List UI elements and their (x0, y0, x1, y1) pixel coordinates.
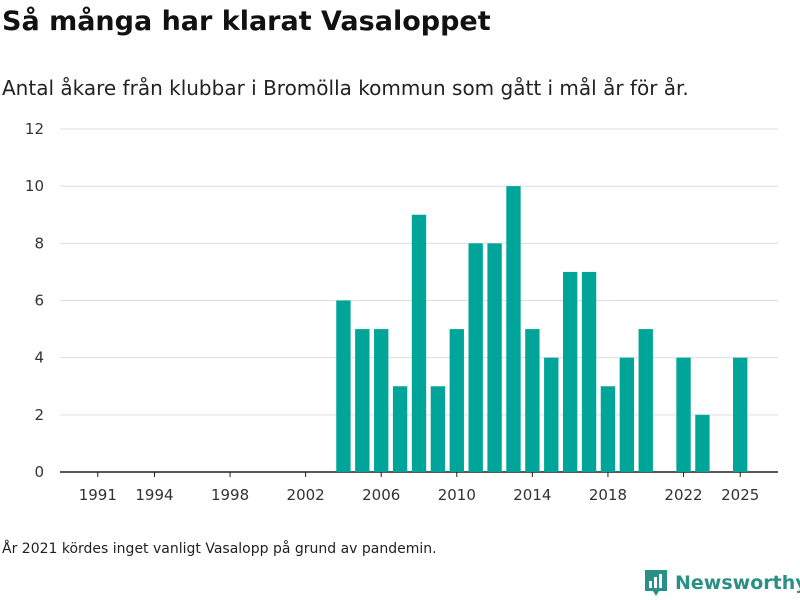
bar-2009 (430, 386, 446, 472)
bar-2004 (336, 300, 351, 472)
bar-2023 (695, 414, 710, 472)
bar-2013 (506, 186, 521, 472)
y-tick-label: 2 (34, 406, 44, 424)
x-tick-label: 2010 (438, 486, 476, 504)
bar-2011 (468, 243, 483, 472)
x-tick-label: 2006 (362, 486, 400, 504)
bar-2005 (355, 329, 370, 472)
bar-2016 (562, 271, 578, 472)
y-tick-label: 6 (34, 292, 44, 310)
bar-2014 (525, 329, 540, 472)
bar-2019 (619, 357, 635, 472)
bar-2012 (487, 243, 502, 472)
x-tick-label: 2014 (513, 486, 551, 504)
bar-2007 (392, 386, 408, 472)
x-tick-label: 2002 (287, 486, 325, 504)
y-tick-label: 4 (34, 349, 44, 367)
y-tick-label: 10 (25, 177, 44, 195)
chart-subtitle: Antal åkare från klubbar i Bromölla komm… (2, 76, 689, 100)
chart-title: Så många har klarat Vasaloppet (2, 6, 491, 37)
footnote: År 2021 kördes inget vanligt Vasalopp på… (2, 541, 437, 557)
brand-name: Newsworthy (675, 572, 800, 594)
y-tick-label: 0 (34, 463, 44, 481)
y-tick-label: 8 (34, 234, 44, 252)
bar-2010 (449, 329, 464, 472)
x-tick-label: 2022 (664, 486, 702, 504)
brand-logo: Newsworthy (643, 568, 800, 598)
bar-chart: 0 2 4 6 8 10 12 1991 1994 1998 2002 2006 2010 2014 20… (25, 120, 778, 504)
bars (336, 186, 748, 472)
x-tick-label: 1998 (211, 486, 249, 504)
x-axis-ticks: 1991 1994 1998 2002 2006 2010 2014 2018 2022 2025 (79, 472, 759, 504)
y-tick-label: 12 (25, 120, 44, 138)
bar-2022 (676, 357, 691, 472)
x-tick-label: 2025 (721, 486, 759, 504)
y-axis-ticks: 0 2 4 6 8 10 12 (25, 120, 44, 481)
x-tick-label: 1994 (135, 486, 173, 504)
bar-2008 (411, 214, 427, 472)
x-tick-label: 2018 (589, 486, 627, 504)
bar-2015 (544, 357, 559, 472)
bar-2020 (638, 329, 653, 472)
bar-2006 (374, 329, 389, 472)
newsworthy-logo-icon (645, 570, 667, 596)
x-tick-label: 1991 (79, 486, 117, 504)
bar-2018 (600, 386, 616, 472)
bar-2017 (581, 271, 597, 472)
bar-2025 (733, 357, 748, 472)
